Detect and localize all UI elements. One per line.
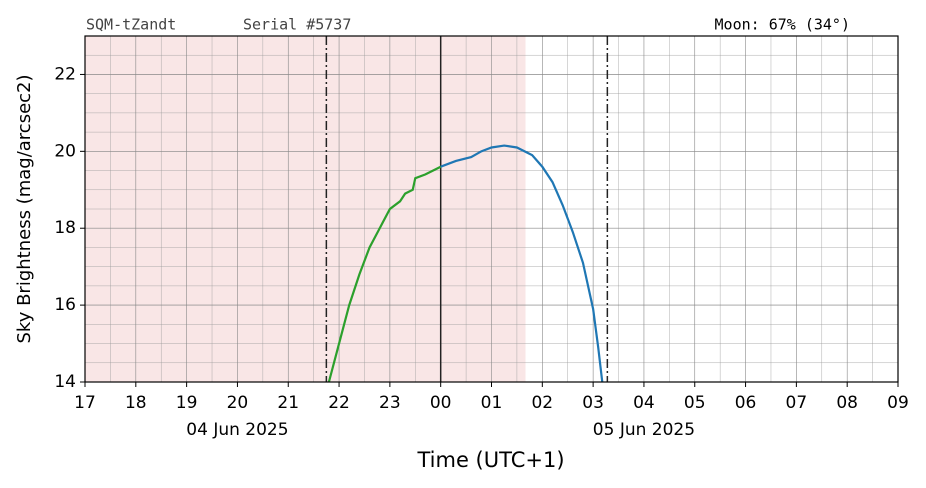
y-tick-label: 14 <box>54 372 76 392</box>
x-tick-label: 01 <box>481 393 503 413</box>
x-tick-label: 06 <box>735 393 757 413</box>
x-tick-label: 18 <box>125 393 147 413</box>
x-tick-label: 08 <box>836 393 858 413</box>
data-line <box>440 144 604 383</box>
y-tick-label: 16 <box>54 295 76 315</box>
x-tick-label: 07 <box>786 393 808 413</box>
x-tick-label: 04 <box>633 393 655 413</box>
header-left: SQM-tZandt <box>86 16 176 34</box>
x-tick-label: 23 <box>379 393 401 413</box>
x-tick-label: 03 <box>582 393 604 413</box>
y-tick-label: 18 <box>54 218 76 238</box>
x-tick-label: 21 <box>277 393 299 413</box>
data-line <box>327 165 442 383</box>
x-tick-label: 19 <box>176 393 198 413</box>
x-tick-label: 22 <box>328 393 350 413</box>
date-label: 04 Jun 2025 <box>186 420 288 440</box>
x-tick-label: 20 <box>227 393 249 413</box>
x-tick-label: 05 <box>684 393 706 413</box>
x-axis-label: Time (UTC+1) <box>416 448 564 472</box>
header-right: Moon: 67% (34°) <box>715 16 850 34</box>
x-tick-label: 02 <box>531 393 553 413</box>
header-mid: Serial #5737 <box>243 16 351 34</box>
plot-frame <box>84 35 899 383</box>
x-tick-label: 17 <box>74 393 96 413</box>
x-tick-label: 00 <box>430 393 452 413</box>
y-axis-label: Sky Brightness (mag/arcsec2) <box>14 74 35 343</box>
date-label: 05 Jun 2025 <box>593 420 695 440</box>
y-tick-label: 20 <box>54 141 76 161</box>
y-tick-label: 22 <box>54 64 76 84</box>
x-tick-label: 09 <box>887 393 909 413</box>
